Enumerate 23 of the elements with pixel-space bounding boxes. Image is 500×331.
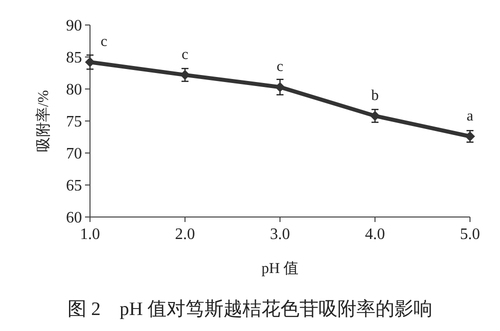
y-tick-label: 60 [66,210,82,227]
annotation: c [182,46,189,63]
y-tick-label: 85 [66,50,82,67]
x-tick-label: 3.0 [270,226,290,243]
annotation: a [466,108,474,124]
point [85,57,95,68]
caption: 图 2 pH 值对笃斯越桔花色苷吸附率的影响 [67,298,433,320]
y-tick-label: 70 [66,146,82,163]
y-axis-title: 吸附率/% [35,90,52,152]
annotation: c [276,59,284,76]
x-tick-label: 4.0 [365,226,385,243]
y-tick-label: 80 [66,82,82,99]
x-tick-label: 1.0 [80,226,100,243]
annotation: c [100,34,108,50]
y-tick-label: 75 [66,114,82,131]
x-tick-label: 5.0 [460,226,480,243]
point [370,110,380,121]
y-tick-label: 90 [66,18,82,35]
x-tick-label: 2.0 [175,226,195,243]
x-axis-title: pH 值 [261,261,299,277]
annotation: b [371,88,379,104]
point [275,82,285,92]
y-tick-label: 65 [66,178,82,195]
